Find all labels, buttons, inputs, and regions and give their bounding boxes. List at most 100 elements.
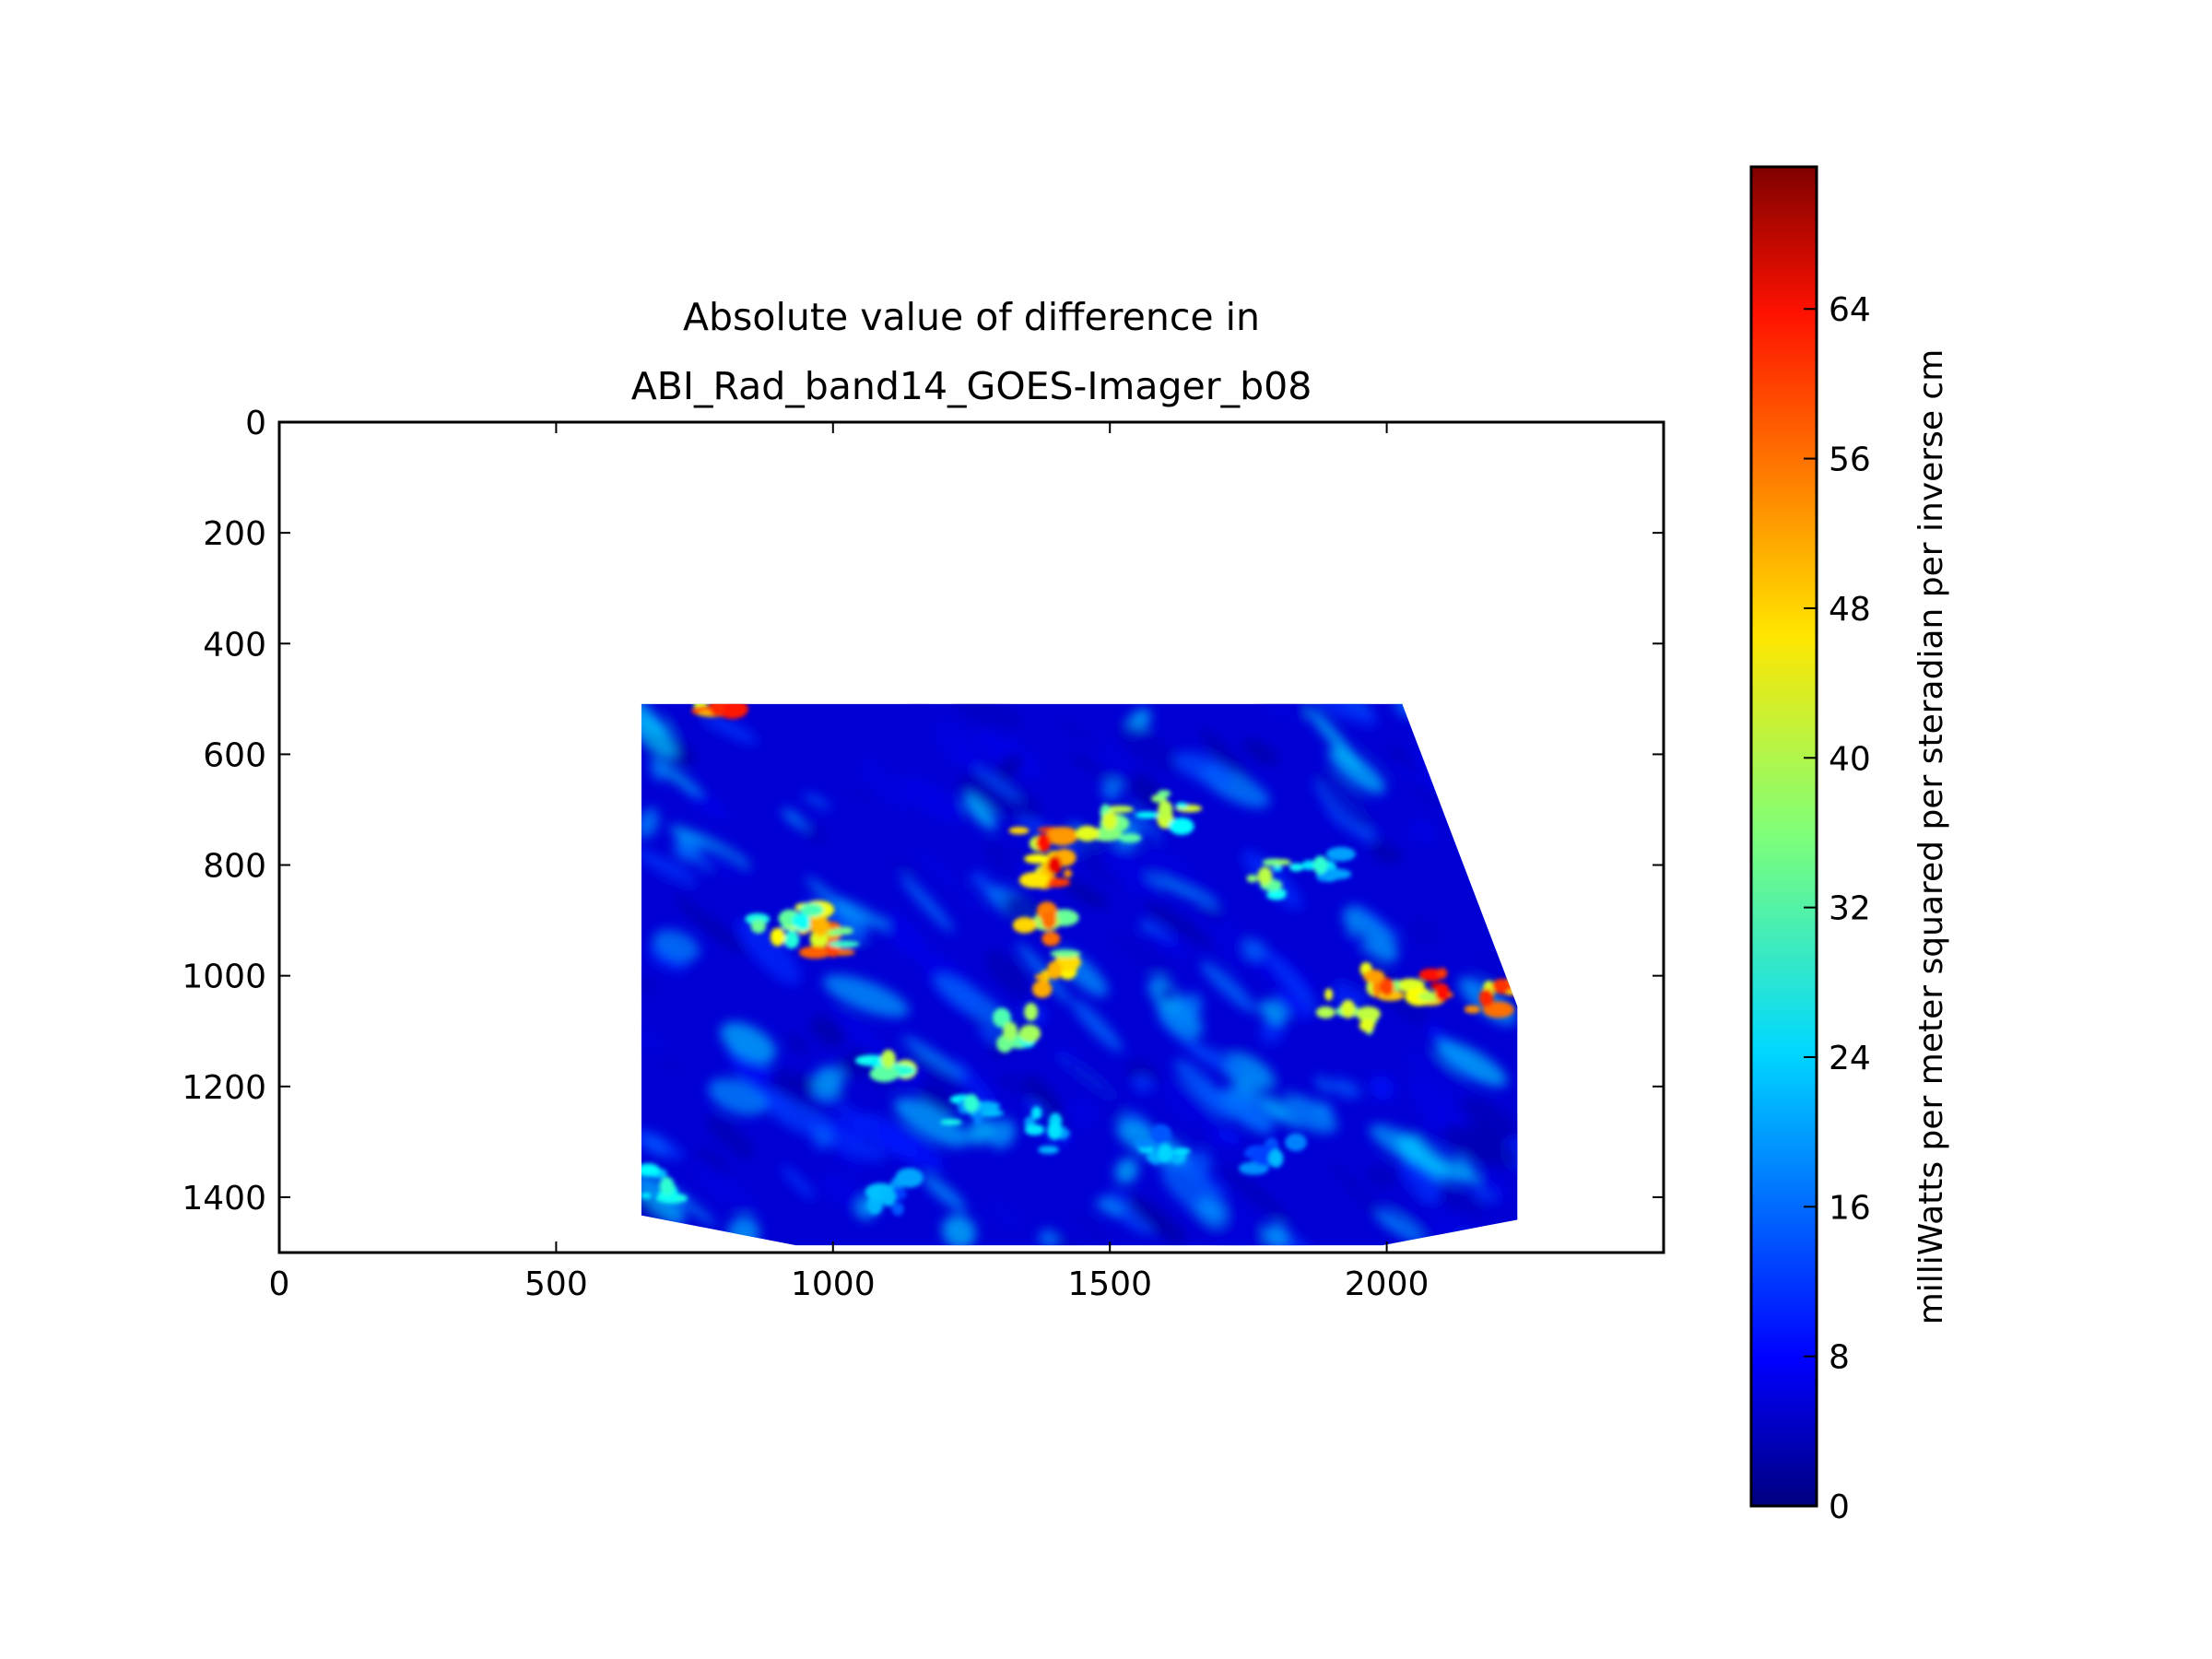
- heatmap-texture: [995, 1072, 1034, 1097]
- heatmap-texture: [782, 1165, 816, 1200]
- heatmap-texture: [688, 841, 751, 878]
- heatmap-texture: [1383, 1186, 1441, 1225]
- heatmap-texture: [1354, 903, 1402, 940]
- heatmap-feature: [1157, 790, 1171, 798]
- heatmap-texture: [683, 785, 728, 819]
- heatmap-feature-core: [1047, 960, 1063, 980]
- heatmap-texture: [967, 1117, 994, 1145]
- heatmap-texture: [1010, 993, 1037, 1006]
- heatmap-texture: [1147, 928, 1186, 957]
- y-axis: 0 200 400 600 800 1000 1200 1400: [182, 405, 1664, 1218]
- y-tick-label: 600: [203, 736, 266, 774]
- heatmap-feature: [1075, 825, 1100, 841]
- heatmap-feature-core: [1379, 977, 1394, 996]
- heatmap-feature: [1285, 1133, 1307, 1152]
- heatmap-texture: [995, 753, 1023, 781]
- heatmap-texture: [958, 772, 1041, 819]
- heatmap-texture: [1164, 1080, 1225, 1147]
- heatmap-texture: [975, 729, 1041, 778]
- heatmap-feature-core: [1047, 1121, 1063, 1140]
- heatmap-feature-core: [1312, 855, 1328, 875]
- heatmap-texture: [830, 906, 868, 941]
- heatmap-texture: [806, 824, 829, 847]
- heatmap-feature-core: [659, 1176, 675, 1195]
- heatmap-texture: [823, 974, 910, 1018]
- colorbar-tick-label: 16: [1829, 1189, 1871, 1227]
- heatmap-texture: [1344, 703, 1373, 712]
- heatmap-texture: [1400, 1159, 1442, 1203]
- heatmap-feature: [1041, 931, 1061, 947]
- y-tick-label: 1400: [182, 1180, 266, 1218]
- heatmap-feature: [1437, 968, 1448, 980]
- heatmap-feature: [1173, 1147, 1191, 1155]
- heatmap-feature: [1356, 1006, 1381, 1022]
- heatmap-feature: [993, 1007, 1011, 1028]
- heatmap-texture: [787, 1033, 808, 1054]
- heatmap-feature: [792, 912, 810, 929]
- heatmap-texture: [720, 1021, 777, 1064]
- heatmap-texture: [653, 929, 700, 962]
- heatmap-texture: [1143, 900, 1215, 947]
- heatmap-texture: [1196, 1196, 1226, 1227]
- heatmap-feature: [716, 703, 748, 719]
- heatmap-texture: [1469, 947, 1512, 981]
- heatmap-feature: [1149, 1124, 1172, 1144]
- heatmap-texture: [1315, 1101, 1333, 1119]
- heatmap-feature-core: [1257, 866, 1273, 886]
- heatmap-texture: [668, 707, 712, 749]
- heatmap-feature: [1018, 872, 1050, 888]
- heatmap-texture: [769, 1082, 844, 1120]
- x-tick-label: 0: [269, 1265, 290, 1303]
- heatmap-feature-core: [1041, 911, 1057, 930]
- heatmap-texture: [1478, 1171, 1510, 1202]
- heatmap-feature: [891, 1202, 904, 1216]
- heatmap-texture: [1050, 1046, 1083, 1062]
- heatmap-texture: [1259, 999, 1288, 1025]
- heatmap-texture: [1127, 1195, 1186, 1244]
- y-tick-label: 0: [245, 405, 266, 442]
- heatmap-texture: [649, 757, 702, 795]
- heatmap-feature-core: [1158, 1143, 1173, 1162]
- x-axis: 0 500 1000 1500 2000: [269, 422, 1429, 1303]
- heatmap-feature-core: [1340, 999, 1356, 1018]
- heatmap-texture: [1221, 1199, 1268, 1246]
- heatmap-texture: [900, 874, 955, 933]
- heatmap-feature: [717, 684, 734, 703]
- heatmap-feature: [750, 919, 767, 934]
- heatmap-texture: [1219, 1088, 1275, 1135]
- colorbar-tick-label: 56: [1829, 441, 1871, 479]
- heatmap-image: [641, 678, 1518, 1246]
- heatmap-texture: [650, 765, 666, 782]
- heatmap-feature: [1034, 973, 1047, 981]
- heatmap-texture: [973, 766, 1023, 802]
- heatmap-texture: [885, 853, 921, 876]
- heatmap-texture: [831, 1144, 861, 1172]
- heatmap-texture: [1217, 1128, 1241, 1145]
- heatmap-texture: [961, 1055, 1014, 1105]
- heatmap-texture: [922, 1173, 967, 1212]
- heatmap-texture: [1063, 1049, 1125, 1119]
- heatmap-texture: [901, 1036, 966, 1078]
- heatmap-texture: [1394, 1135, 1478, 1183]
- heatmap-feature-core: [1036, 833, 1052, 853]
- heatmap-texture: [1369, 1075, 1394, 1100]
- heatmap-texture: [696, 1147, 731, 1175]
- heatmap-feature: [1169, 818, 1194, 835]
- heatmap-feature: [799, 902, 824, 917]
- heatmap-feature-core: [770, 927, 785, 947]
- heatmap-texture: [1500, 921, 1518, 946]
- heatmap-feature: [1482, 1001, 1514, 1018]
- heatmap-feature: [1175, 802, 1188, 809]
- heatmap-texture: [894, 1097, 970, 1147]
- heatmap-feature: [716, 678, 736, 697]
- heatmap-feature: [1275, 859, 1291, 865]
- heatmap-feature-core: [880, 1049, 896, 1068]
- heatmap-feature: [1105, 805, 1134, 814]
- heatmap-feature: [1288, 863, 1304, 872]
- heatmap-feature: [1024, 853, 1051, 865]
- heatmap-texture: [641, 959, 658, 982]
- heatmap-texture: [1343, 906, 1398, 963]
- heatmap-texture: [641, 1125, 684, 1160]
- heatmap-texture: [1275, 989, 1313, 1020]
- heatmap-feature: [832, 928, 844, 936]
